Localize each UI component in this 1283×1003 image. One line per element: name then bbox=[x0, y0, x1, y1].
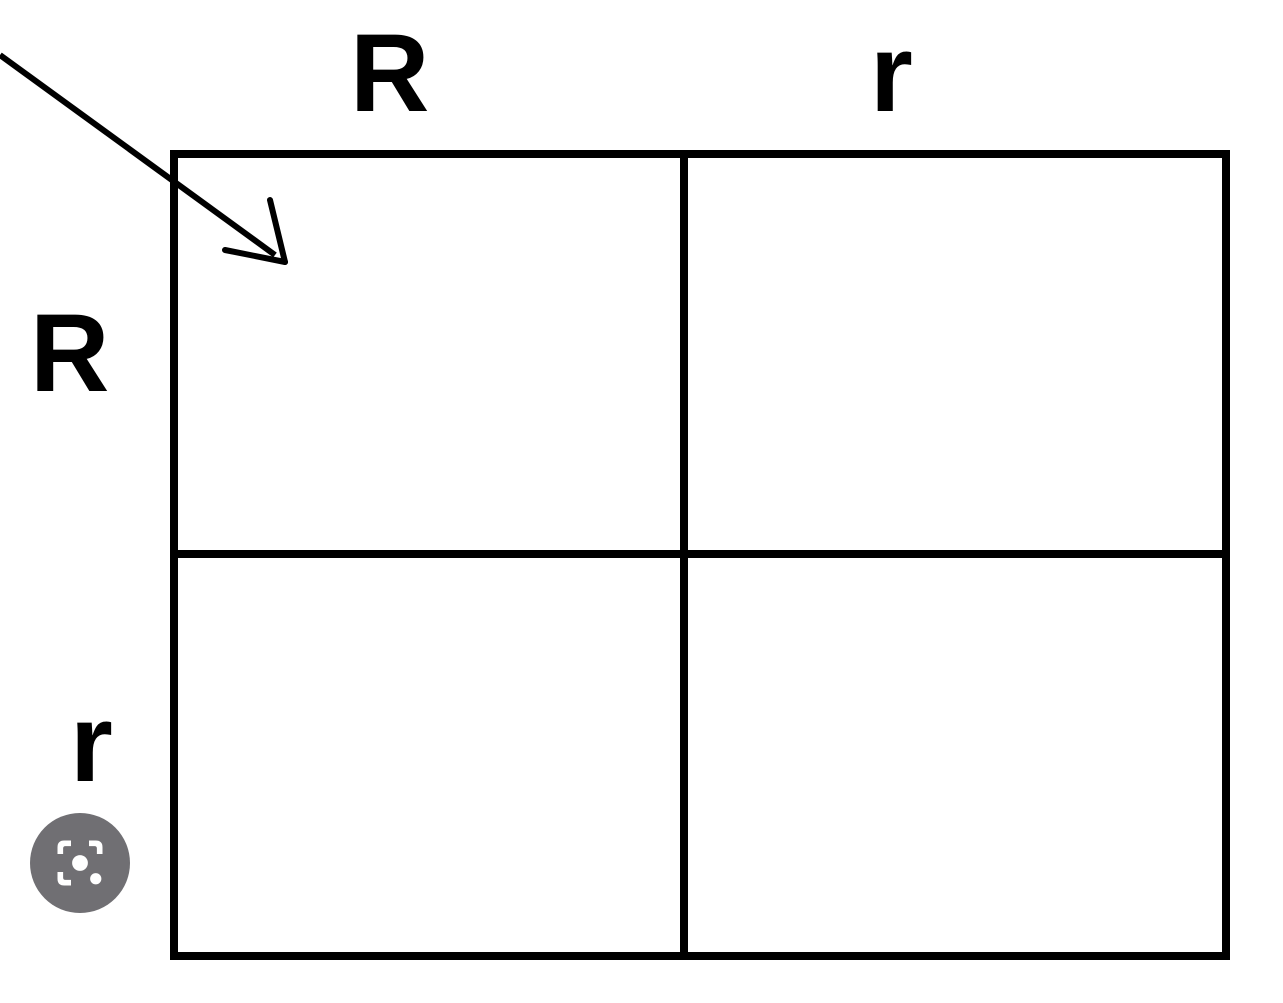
grid-cell-top-right bbox=[688, 158, 1222, 550]
grid-row bbox=[178, 158, 1222, 558]
grid-cell-bottom-right bbox=[688, 558, 1222, 952]
google-lens-button[interactable] bbox=[30, 813, 130, 913]
grid-cell-top-left bbox=[178, 158, 688, 550]
punnett-grid bbox=[170, 150, 1230, 960]
row-header-1: R bbox=[30, 290, 109, 417]
grid-row bbox=[178, 558, 1222, 952]
grid-cell-bottom-left bbox=[178, 558, 688, 952]
row-header-2: r bbox=[70, 680, 113, 807]
column-header-1: R bbox=[350, 10, 429, 137]
punnett-square-diagram: R r R r bbox=[0, 0, 1283, 1003]
column-header-2: r bbox=[870, 10, 913, 137]
google-lens-icon bbox=[53, 836, 107, 890]
